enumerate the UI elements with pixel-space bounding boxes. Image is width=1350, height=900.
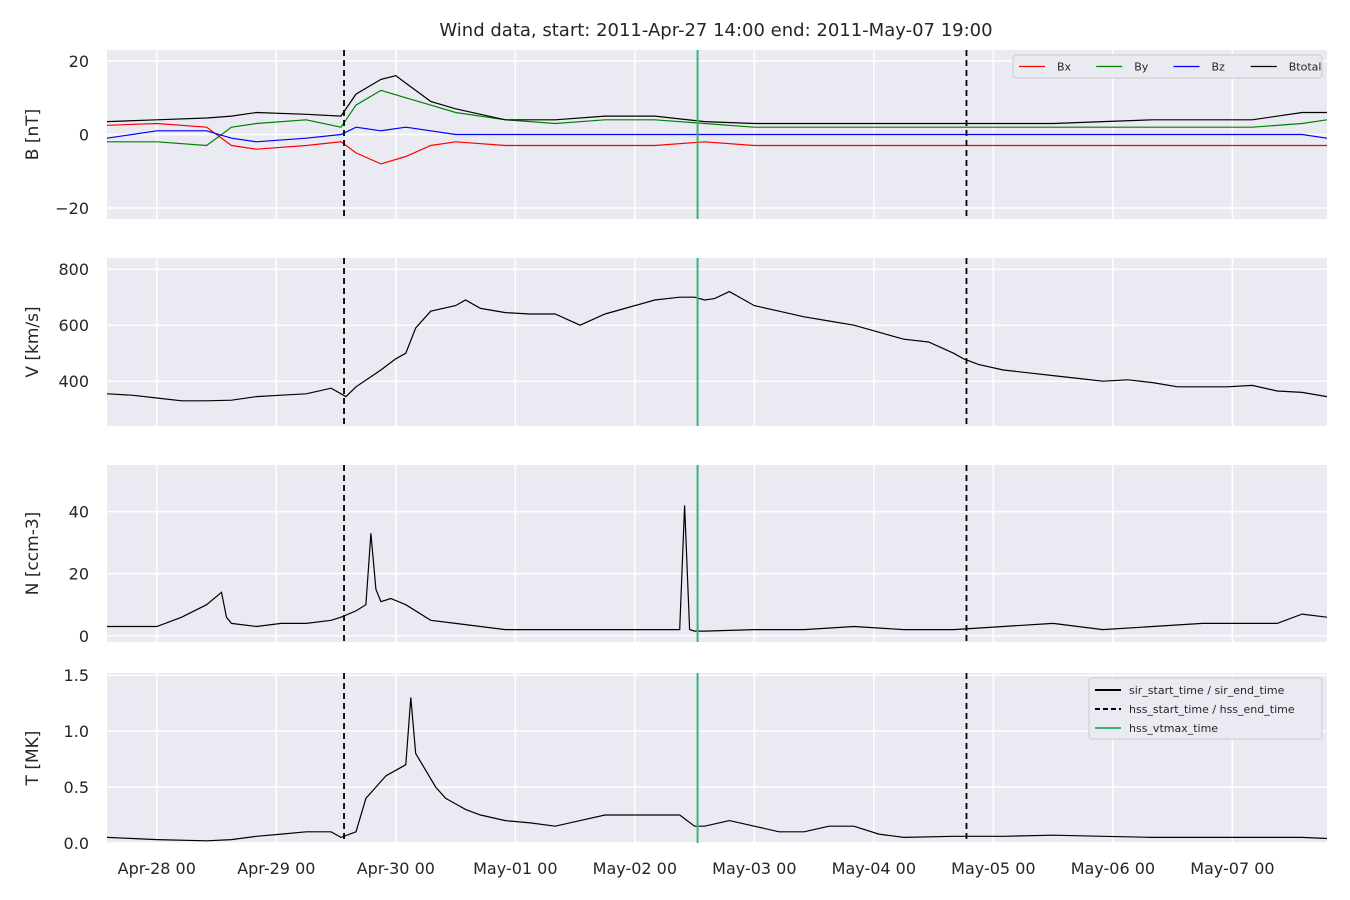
x-tick-label: Apr-28 00 <box>118 859 196 878</box>
legend-label: hss_start_time / hss_end_time <box>1129 703 1295 716</box>
legend-label: sir_start_time / sir_end_time <box>1129 684 1285 697</box>
panel-V: 800 600 400 V [km/s] <box>23 258 1327 426</box>
y-tick-label: 0 <box>79 627 89 646</box>
x-tick-label: Apr-29 00 <box>237 859 315 878</box>
x-tick-label: May-07 00 <box>1190 859 1274 878</box>
legend-B: Bx By Bz Btotal <box>1012 54 1323 79</box>
x-tick-label: May-02 00 <box>593 859 677 878</box>
y-tick-label: −20 <box>55 199 89 218</box>
y-tick-label: 20 <box>69 565 89 584</box>
x-tick-label: May-04 00 <box>832 859 916 878</box>
x-tick-label: May-01 00 <box>473 859 557 878</box>
series-by-line <box>107 89 1327 147</box>
series-bz-line <box>107 126 1327 143</box>
panel-background <box>107 258 1327 426</box>
series-bx-line <box>107 122 1327 165</box>
panel-background <box>107 465 1327 642</box>
y-tick-label: 40 <box>69 503 89 522</box>
y-tick-label: 1.0 <box>64 722 89 741</box>
legend-box <box>1012 54 1323 79</box>
legend-label: hss_vtmax_time <box>1129 722 1218 735</box>
y-tick-label: 1.5 <box>64 666 89 685</box>
y-tick-label: 0.0 <box>64 834 89 853</box>
chart-title: Wind data, start: 2011-Apr-27 14:00 end:… <box>439 20 992 41</box>
y-tick-label: 0 <box>79 126 89 145</box>
x-tick-label: May-05 00 <box>951 859 1035 878</box>
series-n-line <box>107 505 1327 632</box>
x-tick-label: Apr-30 00 <box>357 859 435 878</box>
y-axis-label: B [nT] <box>23 109 43 161</box>
legend-label: Bx <box>1057 61 1072 74</box>
y-tick-label: 800 <box>58 260 89 279</box>
legend-T: sir_start_time / sir_end_time hss_start_t… <box>1088 677 1323 740</box>
legend-label: Bz <box>1212 61 1226 74</box>
legend-label: By <box>1134 61 1149 74</box>
y-axis-label: N [ccm-3] <box>23 512 43 596</box>
y-tick-label: 0.5 <box>64 778 89 797</box>
y-tick-label: 20 <box>69 52 89 71</box>
y-axis-label: V [km/s] <box>23 306 43 377</box>
legend-label: Btotal <box>1289 61 1322 74</box>
series-btotal-line <box>107 75 1327 125</box>
panels: 20 0 −20 B [nT] 800 600 400 V [km/s] 40 20 0 N [ccm… <box>23 50 1327 853</box>
y-tick-label: 400 <box>58 372 89 391</box>
x-tick-label: May-06 00 <box>1071 859 1155 878</box>
x-tick-label: May-03 00 <box>712 859 796 878</box>
legend-box <box>1088 677 1323 740</box>
x-axis-tick-labels: Apr-28 00 Apr-29 00 Apr-30 00 May-01 00 May-… <box>118 859 1275 878</box>
y-axis-label: T [MK] <box>23 731 43 787</box>
panel-N: 40 20 0 N [ccm-3] <box>23 465 1327 646</box>
y-tick-label: 600 <box>58 316 89 335</box>
series-v-line <box>107 290 1327 402</box>
